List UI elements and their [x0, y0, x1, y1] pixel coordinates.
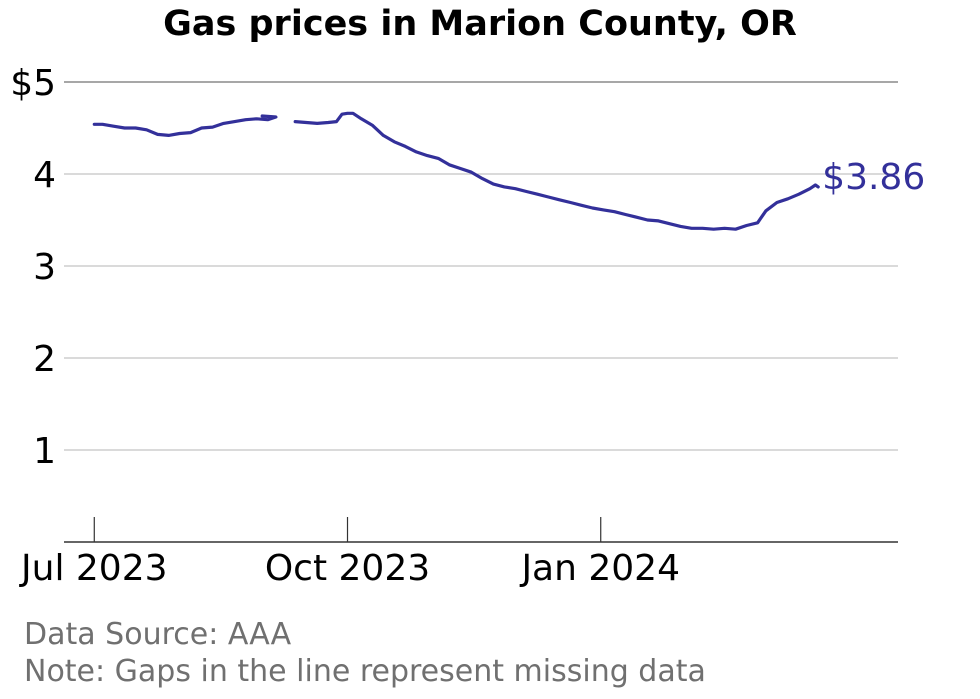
x-tick-label: Oct 2023: [265, 548, 430, 589]
x-axis-ticks: Jul 2023 Oct 2023 Jan 2024: [19, 517, 680, 589]
data-source-note: Data Source: AAA: [24, 617, 292, 652]
chart-title: Gas prices in Marion County, OR: [163, 4, 797, 44]
price-line-segment: [293, 111, 820, 231]
price-series: [92, 111, 820, 231]
y-tick-label: 3: [33, 247, 56, 288]
x-tick-label: Jul 2023: [19, 548, 168, 589]
price-line-segment: [92, 114, 278, 137]
x-tick-label: Jan 2024: [519, 548, 680, 589]
y-axis-tick-labels: 1 2 3 4 $5: [10, 63, 56, 472]
y-tick-label: 4: [33, 155, 56, 196]
y-tick-label: 2: [33, 339, 56, 380]
y-tick-label: 1: [33, 431, 56, 472]
gaps-note: Note: Gaps in the line represent missing…: [24, 654, 706, 689]
y-tick-label: $5: [10, 63, 56, 104]
y-gridlines: [64, 81, 898, 451]
latest-price-label: $3.86: [822, 157, 925, 198]
